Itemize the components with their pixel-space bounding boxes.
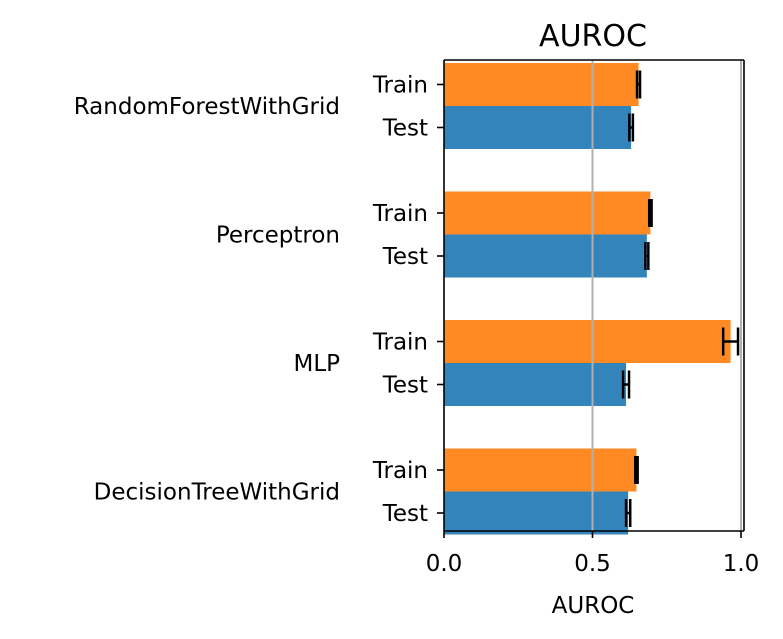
chart-title: AUROC (539, 19, 647, 54)
bar-label-decisiontreewithgrid-train: Train (372, 458, 428, 484)
bar-perceptron-train (444, 191, 651, 235)
bar-label-mlp-train: Train (372, 330, 428, 356)
group-label-mlp: MLP (293, 351, 340, 377)
plot-area: Train Test RandomForestWithGrid Train Test Pe… (74, 59, 760, 577)
bar-label-mlp-test: Test (382, 373, 428, 399)
bar-label-perceptron-test: Test (382, 244, 428, 270)
bar-randomforestwithgrid-train (444, 63, 639, 106)
bar-label-randomforestwithgrid-train: Train (372, 73, 428, 99)
group-label-decisiontreewithgrid: DecisionTreeWithGrid (94, 480, 340, 506)
bar-perceptron-test (444, 234, 647, 278)
x-tick-label-1-0: 1.0 (723, 551, 760, 577)
bar-decisiontreewithgrid-test (444, 491, 629, 535)
bar-randomforestwithgrid-test (444, 106, 632, 149)
x-tick-label-0-5: 0.5 (574, 551, 611, 577)
bar-label-perceptron-train: Train (372, 201, 428, 227)
bar-mlp-test (444, 363, 627, 406)
bar-decisiontreewithgrid-train (444, 448, 637, 492)
bar-label-decisiontreewithgrid-test: Test (382, 501, 428, 527)
x-tick-label-0-0: 0.0 (426, 551, 463, 577)
group-label-randomforestwithgrid: RandomForestWithGrid (74, 94, 340, 120)
bar-mlp-train (444, 320, 731, 363)
x-axis-label: AUROC (552, 593, 635, 619)
bar-label-randomforestwithgrid-test: Test (382, 116, 428, 142)
group-label-perceptron: Perceptron (216, 223, 340, 249)
